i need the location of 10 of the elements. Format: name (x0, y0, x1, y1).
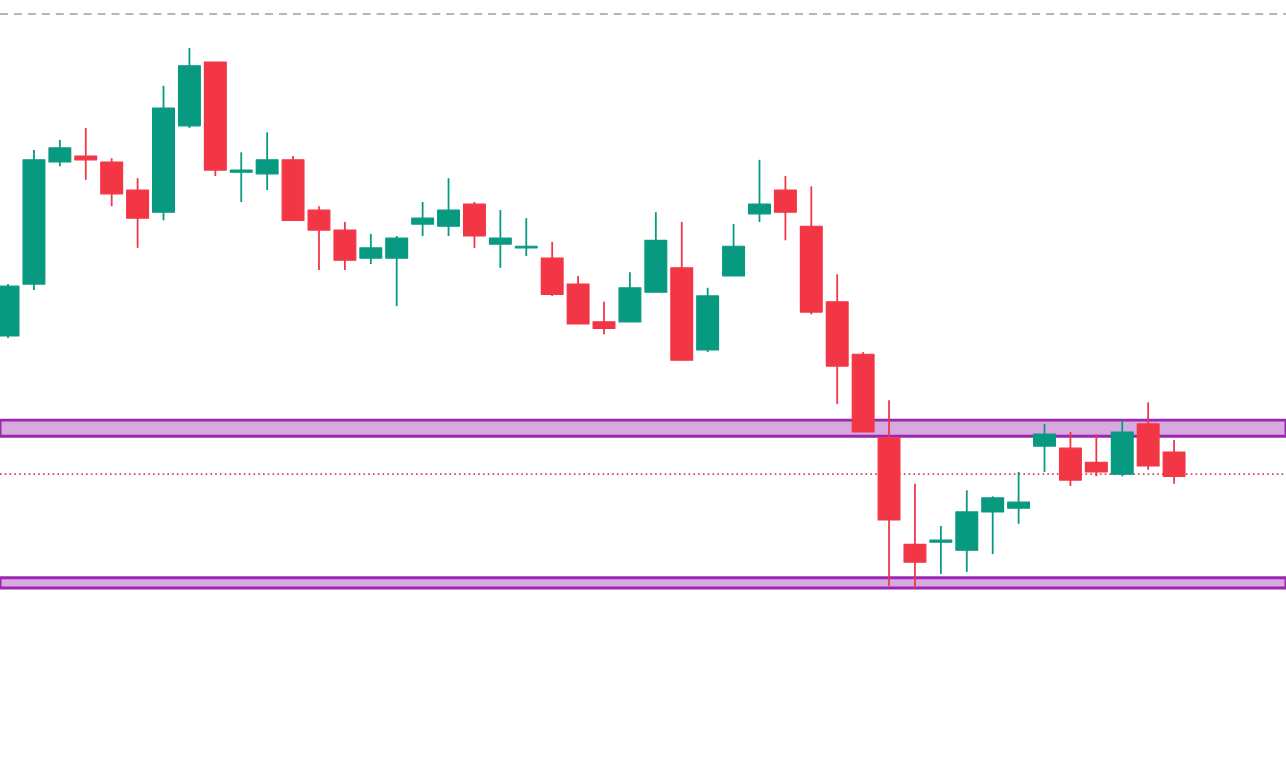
candlestick (488, 209, 512, 269)
candlestick (514, 217, 538, 257)
candlestick (74, 127, 98, 181)
candlestick (773, 175, 797, 242)
candlestick (462, 201, 486, 249)
candlestick (1033, 423, 1056, 473)
candlestick (903, 482, 927, 589)
candlestick (748, 158, 771, 223)
candlestick (1110, 419, 1134, 478)
candlestick (722, 223, 746, 277)
